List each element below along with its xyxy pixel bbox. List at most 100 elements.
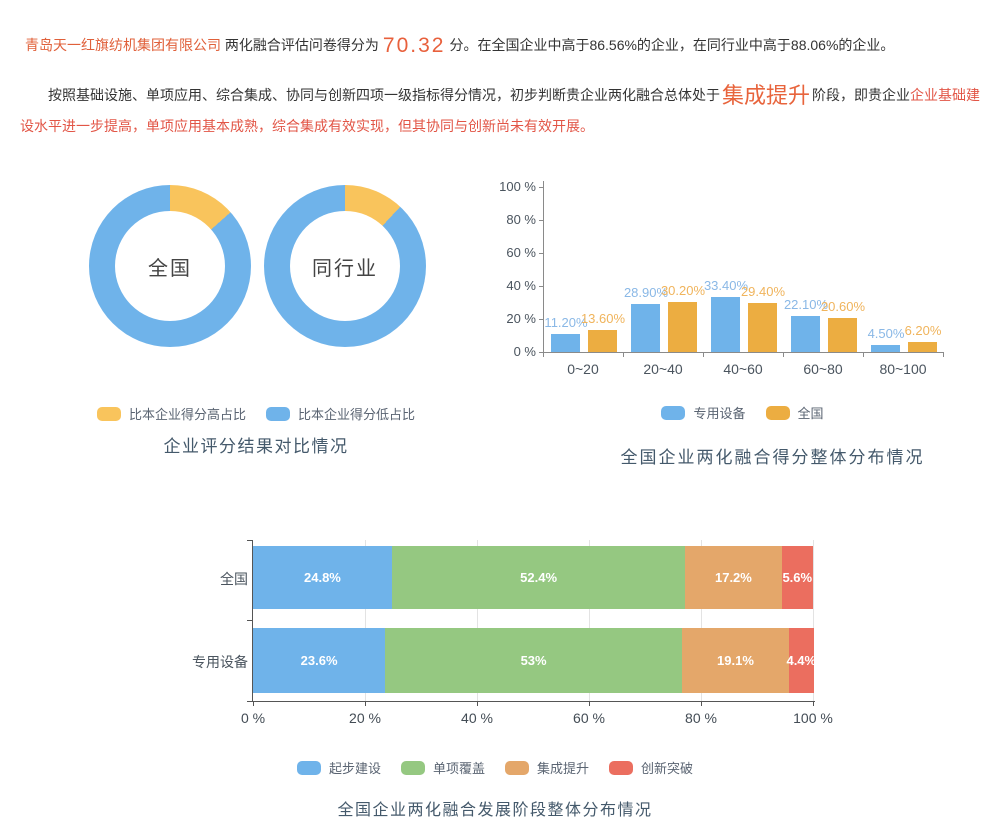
x-tick-mark [253, 701, 254, 706]
x-axis-line [543, 352, 943, 353]
grid-line [589, 540, 590, 701]
legend-item-label: 专用设备 [693, 406, 746, 421]
segment-value-label: 4.4% [786, 653, 817, 668]
bar-value-label: 33.40% [703, 278, 749, 293]
legend-item-0[interactable]: 专用设备 [661, 403, 746, 422]
segment-integration-row0[interactable]: 17.2% [685, 546, 782, 609]
stacked-bar-row: 23.6% 53% 19.1% 4.4% [253, 628, 817, 693]
donut-national-label: 全国 [148, 257, 192, 280]
segment-value-label: 19.1% [717, 653, 754, 668]
y-tick-label: 60 % [506, 245, 536, 260]
segment-value-label: 5.6% [782, 570, 813, 585]
bar-value-label: 29.40% [740, 284, 786, 299]
donut-hole [290, 211, 400, 321]
y-tick-mark [539, 352, 543, 353]
stack-chart-title: 全国企业两化融合发展阶段整体分布情况 [337, 802, 653, 819]
legend-swatch-icon [765, 405, 790, 420]
bar-national-cat2[interactable] [748, 303, 777, 352]
y-tick-label: 20 % [506, 311, 536, 326]
stage-mid-text: 阶段，即贵企业 [812, 87, 911, 103]
bar-value-label: 4.50% [867, 326, 905, 341]
segment-value-label: 23.6% [300, 653, 338, 668]
bar-industry-segment-cat3[interactable] [791, 316, 820, 352]
row-category-label: 专用设备 [192, 653, 248, 670]
legend-item-3[interactable]: 创新突破 [609, 758, 693, 777]
bar-value-label: 22.10% [783, 297, 829, 312]
y-tick-mark [247, 701, 252, 702]
x-tick-mark [943, 352, 944, 357]
stage-lead-text: 按照基础设施、单项应用、综合集成、协同与创新四项一级指标得分情况，初步判断贵企业… [48, 87, 720, 103]
segment-value-label: 17.2% [714, 570, 752, 585]
legend-swatch-icon [266, 406, 290, 421]
legend-item-label: 起步建设 [328, 761, 381, 776]
legend-item-0[interactable]: 起步建设 [296, 758, 381, 777]
legend-swatch-icon [296, 760, 321, 775]
segment-innovation-row1[interactable]: 4.4% [786, 628, 817, 693]
x-axis-line [250, 701, 815, 702]
row-category-label: 全国 [220, 570, 248, 587]
bar-value-label: 20.60% [820, 299, 866, 314]
legend-item-1[interactable]: 比本企业得分低占比 [266, 404, 415, 423]
y-tick-label: 80 % [506, 212, 536, 227]
x-tick-label: 80 % [685, 710, 717, 726]
legend-swatch-icon [505, 760, 529, 775]
x-tick-mark [813, 701, 814, 706]
bar-industry-segment-cat2[interactable] [711, 297, 740, 352]
summary-paragraph: 青岛天一红旗纺机集团有限公司 两化融合评估问卷得分为 70.32 分。在全国企业中高… [25, 32, 980, 59]
segment-single-row1[interactable]: 53% [385, 628, 682, 693]
bar-national-cat0[interactable] [588, 330, 617, 352]
bar-national-cat3[interactable] [828, 318, 857, 352]
x-tick-label: 100 % [793, 710, 833, 726]
summary-text: 两化融合评估问卷得分为 [221, 37, 379, 53]
x-tick-mark [589, 701, 590, 706]
bar-industry-segment-cat0[interactable] [551, 334, 580, 352]
grid-line [477, 540, 478, 701]
legend-item-0[interactable]: 比本企业得分高占比 [96, 404, 246, 423]
grid-line [813, 540, 814, 701]
x-category-label: 0~20 [567, 361, 599, 377]
legend-swatch-icon [661, 405, 686, 420]
x-category-label: 80~100 [879, 361, 927, 377]
segment-value-label: 53% [520, 653, 547, 668]
legend-swatch-icon [400, 760, 425, 775]
legend-item-1[interactable]: 单项覆盖 [400, 758, 485, 777]
bar-chart-title: 全国企业两化融合得分整体分布情况 [620, 448, 925, 467]
stage-detail-text: 企业基础建设水平进一步提高，单项应用基本成熟，综合集成有效实现，但其协同与创新尚… [20, 87, 981, 134]
bar-value-label: 30.20% [660, 283, 706, 298]
y-tick-mark [539, 253, 543, 254]
segment-startup-row1[interactable]: 23.6% [253, 628, 386, 693]
x-tick-label: 40 % [461, 710, 493, 726]
segment-innovation-row0[interactable]: 5.6% [781, 546, 813, 609]
donut-legend: 比本企业得分高占比 比本企业得分低占比 [60, 404, 452, 423]
legend-item-label: 比本企业得分高占比 [128, 407, 246, 422]
x-tick-mark [543, 352, 544, 357]
stage-name: 集成提升 [722, 83, 811, 108]
donut-hole [115, 211, 225, 321]
segment-integration-row1[interactable]: 19.1% [681, 628, 789, 693]
x-tick-mark [783, 352, 784, 357]
bar-national-cat1[interactable] [668, 302, 697, 352]
donut-industry[interactable]: 同行业 [264, 185, 426, 347]
legend-item-label: 集成提升 [537, 761, 590, 776]
y-axis-line [543, 181, 544, 352]
bar-national-cat4[interactable] [908, 342, 937, 352]
bar-value-label: 6.20% [904, 323, 942, 338]
y-tick-label: 40 % [506, 278, 536, 293]
donut-national[interactable]: 全国 [89, 185, 251, 347]
grid-line [701, 540, 702, 701]
x-category-label: 20~40 [643, 361, 683, 377]
x-tick-mark [863, 352, 864, 357]
x-tick-mark [477, 701, 478, 706]
x-tick-mark [703, 352, 704, 357]
segment-value-label: 52.4% [520, 570, 558, 585]
bar-industry-segment-cat1[interactable] [631, 304, 660, 352]
legend-item-label: 单项覆盖 [432, 761, 485, 776]
y-tick-mark [539, 319, 543, 320]
legend-item-2[interactable]: 集成提升 [505, 758, 589, 777]
bar-industry-segment-cat4[interactable] [871, 345, 900, 352]
legend-item-1[interactable]: 全国 [765, 403, 824, 422]
segment-single-row0[interactable]: 52.4% [391, 546, 686, 609]
donut-chart-title: 企业评分结果对比情况 [163, 437, 349, 456]
segment-startup-row0[interactable]: 24.8% [253, 546, 392, 609]
